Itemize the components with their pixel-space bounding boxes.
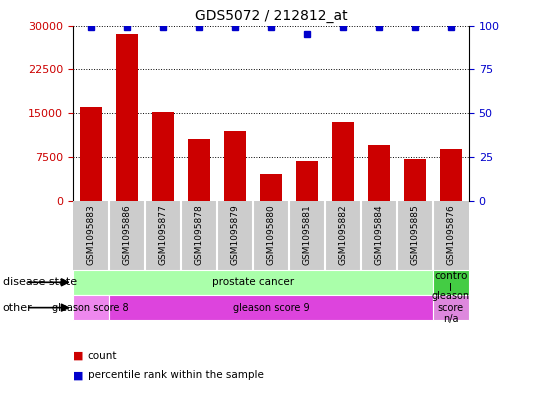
Bar [433, 270, 469, 295]
Bar [368, 145, 390, 200]
Text: GSM1095882: GSM1095882 [338, 205, 347, 265]
Text: GSM1095876: GSM1095876 [446, 205, 455, 265]
Text: GSM1095877: GSM1095877 [158, 205, 167, 265]
Text: GSM1095883: GSM1095883 [86, 205, 95, 265]
Text: GSM1095879: GSM1095879 [230, 205, 239, 265]
Text: GSM1095880: GSM1095880 [266, 205, 275, 265]
Bar [433, 295, 469, 320]
Text: ■: ■ [73, 370, 83, 380]
Bar [296, 161, 317, 200]
Text: GSM1095886: GSM1095886 [122, 205, 132, 265]
Text: gleason score 8: gleason score 8 [52, 303, 129, 312]
Text: GSM1095884: GSM1095884 [375, 205, 383, 265]
Text: gleason score 9: gleason score 9 [232, 303, 309, 312]
Bar [109, 295, 433, 320]
Bar [404, 158, 426, 200]
Bar [80, 107, 101, 200]
Text: contro
l: contro l [434, 272, 468, 293]
Bar [152, 112, 174, 200]
Bar [260, 174, 282, 200]
Bar [332, 122, 354, 200]
Text: gleason
score
n/a: gleason score n/a [432, 291, 470, 324]
Text: count: count [88, 351, 118, 361]
Text: GSM1095885: GSM1095885 [410, 205, 419, 265]
Bar [440, 149, 462, 200]
Text: other: other [3, 303, 32, 312]
Bar [224, 130, 246, 200]
Title: GDS5072 / 212812_at: GDS5072 / 212812_at [195, 9, 347, 23]
Text: prostate cancer: prostate cancer [212, 277, 294, 287]
Text: GSM1095878: GSM1095878 [195, 205, 203, 265]
Text: percentile rank within the sample: percentile rank within the sample [88, 370, 264, 380]
Bar [188, 139, 210, 200]
Text: disease state: disease state [3, 277, 77, 287]
Bar [73, 295, 109, 320]
Text: ■: ■ [73, 351, 83, 361]
Bar [116, 34, 137, 200]
Text: GSM1095881: GSM1095881 [302, 205, 312, 265]
